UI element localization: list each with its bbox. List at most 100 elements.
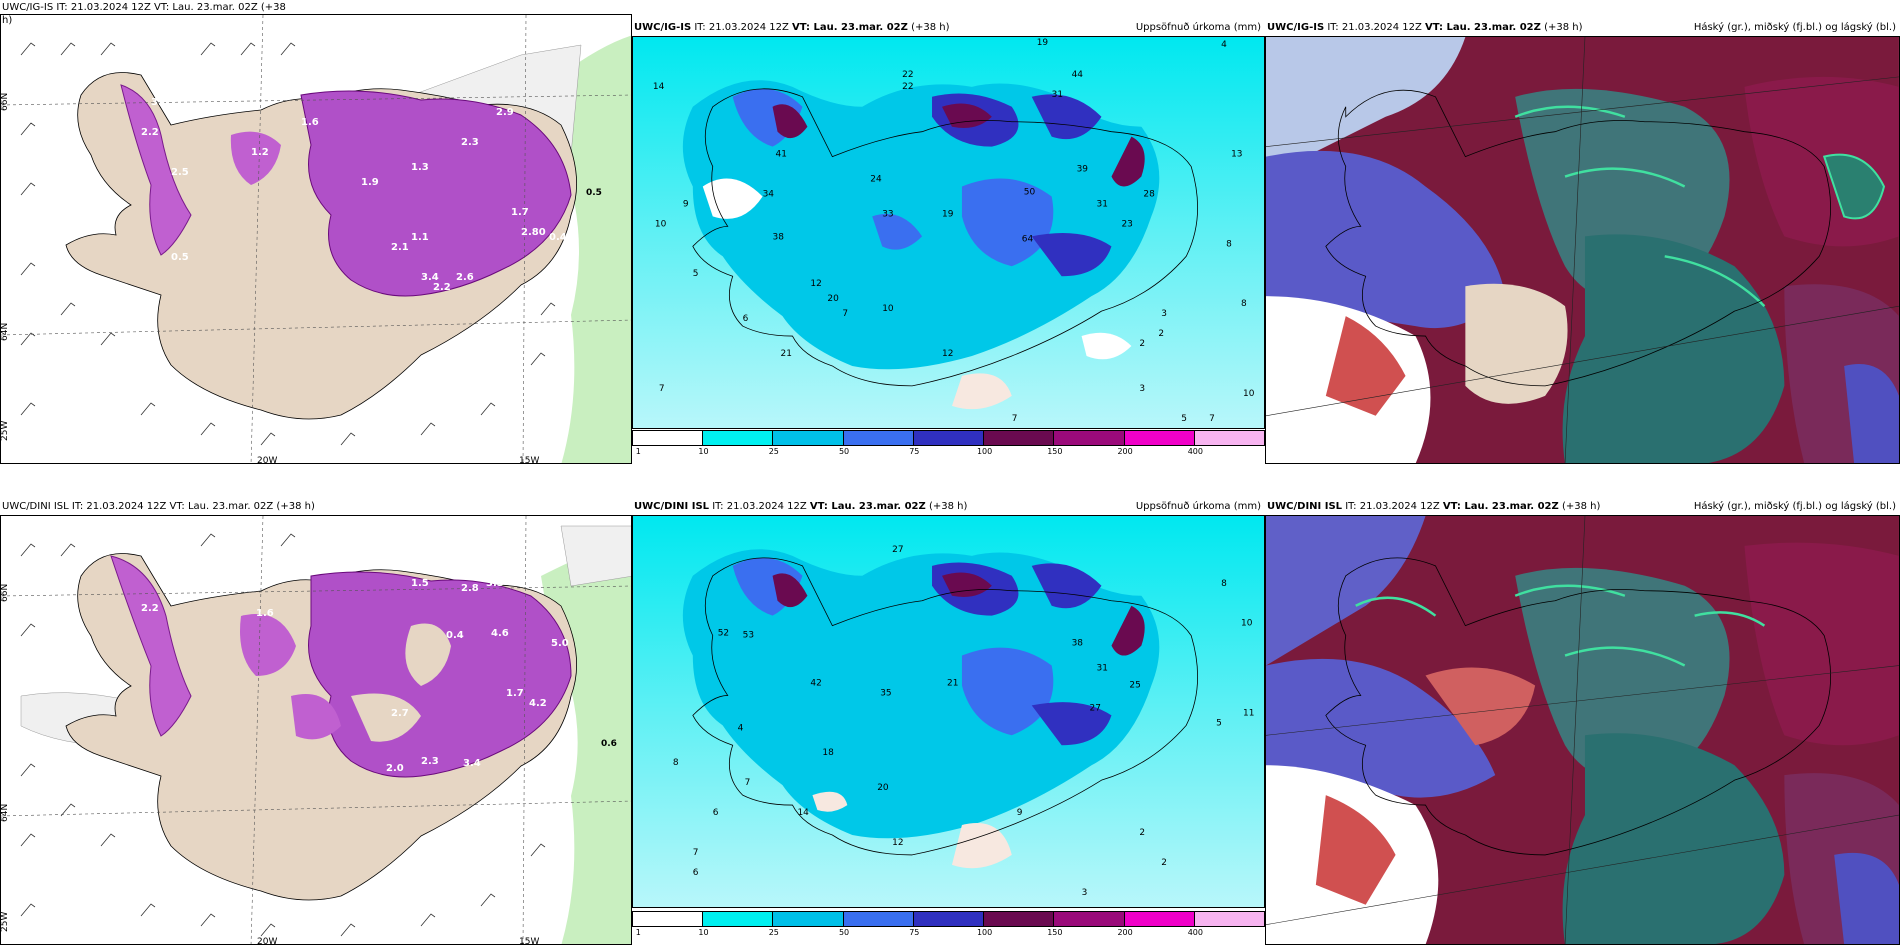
wind-value: 2.8 bbox=[461, 583, 479, 594]
cloud-header: UWC/DINI ISL IT: 21.03.2024 12Z VT: Lau.… bbox=[1265, 499, 1900, 515]
precip-value: 12 bbox=[942, 349, 953, 359]
colorbar-tick: 150 bbox=[1047, 447, 1063, 456]
colorbar-swatch bbox=[633, 912, 704, 926]
wind-value: 3.0 bbox=[151, 97, 169, 108]
cloud-map bbox=[1266, 37, 1899, 463]
precip-map: 27 52 53 35 42 38 21 27 31 25 20 8 8 7 6… bbox=[633, 516, 1264, 907]
colorbar-swatch bbox=[843, 912, 914, 926]
wind-map: 20W 15W 66N 64N 25W 1.6 2.2 1.5 2.8 3.3 … bbox=[1, 516, 631, 944]
wind-panel-top: 20W 15W 66N 64N 25W 3.0 2.2 2.5 1.6 1.2 … bbox=[0, 0, 632, 465]
wind-values-bottom: 1.6 2.2 1.5 2.8 3.3 0.4 4.6 2.7 2.0 2.3 … bbox=[141, 578, 617, 774]
wind-value: 2.3 bbox=[461, 137, 479, 148]
wind-values-top: 3.0 2.2 2.5 1.6 1.2 1.3 2.9 1.9 2.3 3.4 … bbox=[141, 97, 602, 293]
colorbar-tick: 50 bbox=[838, 928, 850, 937]
lat-label-25w: 25W bbox=[1, 421, 10, 441]
precip-value: 14 bbox=[653, 82, 665, 92]
colorbar-tick: 1 bbox=[635, 928, 641, 937]
colorbar-swatch bbox=[984, 431, 1055, 445]
lead-time: (+38 h) bbox=[1540, 22, 1583, 33]
wind-value: 0.4 bbox=[446, 630, 464, 641]
valid-time: VT: Lau. 23.mar. 02Z bbox=[809, 501, 926, 512]
wind-header: UWC/IG-IS IT: 21.03.2024 12Z VT: Lau. 23… bbox=[0, 0, 632, 16]
precip-value: 2 bbox=[1158, 329, 1164, 339]
precip-value: 2 bbox=[1139, 339, 1145, 349]
lon-label-15w: 15W bbox=[519, 456, 539, 464]
colorbar-tick: 400 bbox=[1187, 447, 1203, 456]
precip-value: 22 bbox=[902, 70, 913, 80]
precip-value: 7 bbox=[693, 848, 699, 858]
wind-value: 1.3 bbox=[411, 162, 429, 173]
precip-title: Uppsöfnuð úrkoma (mm) bbox=[1135, 501, 1261, 512]
colorbar-ticks: 1 10 25 50 75 100 150 200 400 bbox=[632, 447, 1265, 459]
colorbar-swatch bbox=[633, 431, 704, 445]
precip-map: 22 22 14 44 31 19 4 41 34 24 33 38 50 19… bbox=[633, 37, 1264, 428]
cloud-title: Háský (gr.), miðský (fj.bl.) og lágský (… bbox=[1693, 22, 1896, 33]
colorbar-ticks: 1 10 25 50 75 100 150 200 400 bbox=[632, 928, 1265, 940]
precip-value: 6 bbox=[693, 868, 699, 878]
lead-time: (+38 h) bbox=[1558, 501, 1601, 512]
model-name: UWC/IG-IS bbox=[634, 22, 692, 33]
precip-value: 10 bbox=[655, 219, 667, 229]
precip-value: 31 bbox=[1052, 90, 1063, 100]
cloud-panel-top: UWC/IG-IS IT: 21.03.2024 12Z VT: Lau. 23… bbox=[1265, 0, 1900, 465]
precip-labels-top: 22 22 14 44 31 19 4 41 34 24 33 38 50 19… bbox=[653, 38, 1255, 424]
init-time: IT: 21.03.2024 12Z bbox=[1342, 501, 1443, 512]
precip-value: 12 bbox=[810, 279, 821, 289]
precip-value: 5 bbox=[1216, 718, 1222, 728]
precip-value: 33 bbox=[882, 209, 893, 219]
precip-value: 22 bbox=[902, 82, 913, 92]
colorbar-swatch bbox=[984, 912, 1055, 926]
wind-value: 5.0 bbox=[551, 638, 569, 649]
colorbar-tick: 50 bbox=[838, 447, 850, 456]
precip-value: 19 bbox=[942, 209, 954, 219]
init-time: IT: 21.03.2024 12Z bbox=[691, 22, 793, 33]
colorbar-swatches bbox=[632, 911, 1265, 927]
wind-value: 1.7 bbox=[506, 688, 524, 699]
precip-value: 2 bbox=[1139, 828, 1145, 838]
wind-value: 4.2 bbox=[529, 698, 547, 709]
lon-label-20w: 20W bbox=[257, 456, 277, 464]
colorbar-tick: 25 bbox=[768, 447, 779, 456]
precip-title: Uppsöfnuð úrkoma (mm) bbox=[1135, 22, 1261, 33]
lat-label-64n: 64N bbox=[1, 804, 10, 822]
wind-value: 2.9 bbox=[496, 107, 514, 118]
colorbar-swatches bbox=[632, 430, 1265, 446]
precip-value: 11 bbox=[1243, 708, 1254, 718]
colorbar-tick: 10 bbox=[698, 928, 709, 937]
cloud-panel-bottom: UWC/DINI ISL IT: 21.03.2024 12Z VT: Lau.… bbox=[1265, 485, 1900, 950]
precip-value: 27 bbox=[1090, 703, 1101, 713]
precip-value: 5 bbox=[1181, 414, 1187, 424]
precip-value: 13 bbox=[1231, 150, 1242, 160]
precip-labels-bottom: 27 52 53 35 42 38 21 27 31 25 20 8 8 7 6… bbox=[673, 545, 1255, 898]
precip-value: 18 bbox=[822, 748, 834, 758]
wind-value: 2.2 bbox=[141, 127, 159, 138]
colorbar-swatch bbox=[703, 912, 774, 926]
precip-panel-top: UWC/IG-IS IT: 21.03.2024 12Z VT: Lau. 23… bbox=[632, 0, 1265, 465]
precip-value: 50 bbox=[1024, 187, 1036, 197]
model-name: UWC/DINI ISL bbox=[634, 501, 710, 512]
wind-value: 1.9 bbox=[361, 177, 379, 188]
colorbar-swatch bbox=[1194, 431, 1264, 445]
colorbar-tick: 200 bbox=[1117, 928, 1133, 937]
colorbar-swatch bbox=[843, 431, 914, 445]
colorbar-tick: 100 bbox=[976, 928, 993, 937]
lead-time: (+38 h) bbox=[907, 22, 950, 33]
wind-value: 2.7 bbox=[391, 708, 409, 719]
precip-value: 12 bbox=[892, 838, 903, 848]
init-time: IT: 21.03.2024 12Z bbox=[1324, 22, 1426, 33]
precip-value: 4 bbox=[738, 723, 744, 733]
wind-value: 2.2 bbox=[433, 282, 451, 293]
precip-header: UWC/IG-IS IT: 21.03.2024 12Z VT: Lau. 23… bbox=[632, 20, 1265, 36]
wind-value: 1.6 bbox=[301, 117, 319, 128]
colorbar-swatch bbox=[1054, 431, 1125, 445]
precip-value: 5 bbox=[693, 269, 699, 279]
wind-value: 1.5 bbox=[411, 578, 429, 589]
wind-value: 1.6 bbox=[256, 608, 274, 619]
colorbar-swatch bbox=[913, 912, 985, 926]
precip-value: 64 bbox=[1022, 234, 1034, 244]
wind-value: 3.4 bbox=[421, 272, 439, 283]
colorbar-tick: 75 bbox=[909, 928, 920, 937]
precip-value: 53 bbox=[743, 631, 754, 641]
precip-value: 28 bbox=[1143, 189, 1155, 199]
precip-value: 6 bbox=[743, 314, 749, 324]
